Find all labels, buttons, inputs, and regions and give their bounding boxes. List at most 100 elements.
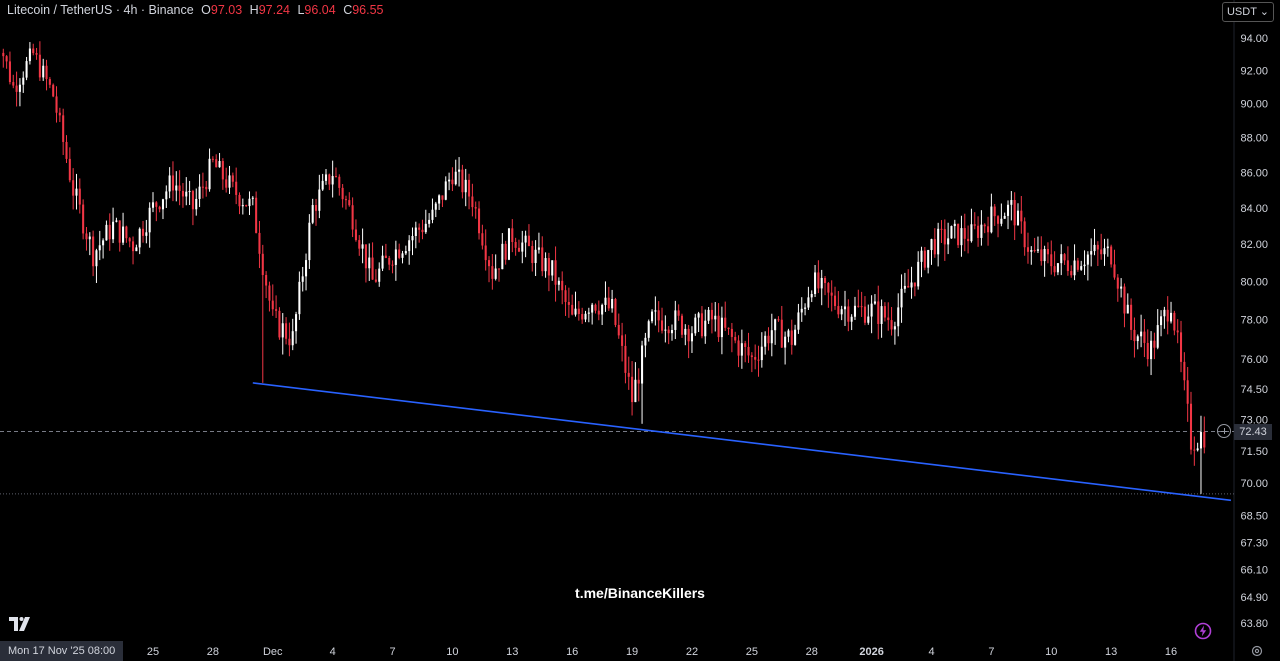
candle-body: [1050, 254, 1053, 267]
candle-body: [504, 243, 507, 260]
time-axis-label: 4: [330, 646, 336, 658]
candle-body: [747, 346, 750, 356]
time-axis-label: 13: [506, 646, 518, 658]
candle-body: [937, 228, 940, 255]
candle-body: [1110, 246, 1113, 265]
candle-body: [218, 161, 221, 168]
candle-body: [1103, 248, 1106, 255]
open-value: 97.03: [210, 3, 243, 17]
candle-body: [953, 223, 956, 227]
candle-body: [8, 61, 11, 83]
candle-body: [1093, 244, 1096, 252]
candle-body: [1153, 340, 1156, 348]
candle-body: [983, 224, 986, 227]
candle-body: [245, 205, 248, 207]
candle-body: [65, 141, 68, 159]
candle-body: [155, 202, 158, 207]
candle-body: [604, 297, 607, 305]
settings-icon[interactable]: [1251, 645, 1263, 657]
candle-body: [1183, 361, 1186, 381]
candle-body: [651, 311, 654, 322]
candle-body: [531, 246, 534, 264]
candle-body: [511, 228, 514, 243]
candle-body: [847, 306, 850, 322]
candle-body: [461, 169, 464, 193]
candle-body: [414, 227, 417, 237]
candle-body: [760, 346, 763, 361]
candle-body: [1063, 254, 1066, 261]
candle-body: [517, 247, 520, 252]
candle-body: [408, 240, 411, 252]
candle-body: [987, 226, 990, 233]
candle-body: [880, 306, 883, 324]
candle-body: [1196, 448, 1199, 451]
candle-body: [35, 53, 38, 55]
candle-body: [85, 233, 88, 240]
price-axis-label: 78.00: [1240, 315, 1268, 327]
candle-body: [441, 195, 444, 200]
candle-body: [754, 357, 757, 360]
candle-body: [790, 330, 793, 345]
candle-body: [22, 77, 25, 85]
candle-body: [175, 185, 178, 191]
candle-body: [5, 56, 8, 62]
candle-body: [1173, 312, 1176, 331]
candle-body: [324, 174, 328, 181]
candle-body: [947, 238, 950, 245]
candle-body: [1136, 336, 1139, 342]
candle-body: [697, 313, 700, 318]
candle-body: [960, 228, 963, 246]
candle-body: [231, 175, 234, 182]
candle-body: [637, 379, 640, 384]
candle-body: [95, 250, 98, 267]
candle-body: [621, 335, 624, 346]
time-axis-label: 16: [566, 646, 578, 658]
symbol-header: Litecoin / TetherUS · 4h · Binance O97.0…: [7, 3, 384, 17]
candle-body: [684, 328, 687, 335]
candle-body: [1199, 432, 1203, 449]
candle-body: [1083, 264, 1086, 267]
watermark-text: t.me/BinanceKillers: [575, 585, 705, 601]
currency-dropdown-button[interactable]: USDT ⌄: [1221, 2, 1274, 22]
candle-body: [195, 198, 198, 210]
candle-body: [448, 179, 451, 182]
plus-circle-icon[interactable]: [1217, 424, 1231, 438]
candle-body: [853, 305, 857, 317]
candle-body: [151, 202, 155, 208]
candle-body: [963, 228, 966, 239]
candle-body: [268, 285, 271, 301]
candle-body: [255, 197, 258, 233]
price-axis-label: 92.00: [1240, 65, 1268, 77]
candle-body: [25, 61, 28, 78]
candle-body: [1100, 249, 1103, 255]
time-axis-label: 25: [746, 646, 758, 658]
candle-body: [770, 330, 773, 344]
candle-body: [265, 275, 268, 286]
candle-body: [78, 188, 81, 205]
candle-body: [451, 179, 454, 185]
candle-body: [820, 277, 823, 289]
tradingview-logo-icon[interactable]: [8, 614, 34, 634]
close-label: C: [343, 3, 353, 17]
time-axis-label: 4: [928, 646, 934, 658]
candle-body: [1179, 332, 1183, 362]
time-axis-label: 19: [626, 646, 638, 658]
lightning-icon[interactable]: [1194, 622, 1212, 640]
candle-body: [720, 317, 723, 338]
candle-body: [1150, 340, 1153, 360]
candle-body: [704, 320, 707, 337]
candle-body: [910, 282, 913, 288]
candle-body: [680, 315, 684, 335]
candle-body: [551, 260, 554, 276]
candle-body: [903, 285, 906, 289]
candle-body: [148, 207, 151, 233]
price-axis-label: 86.00: [1240, 167, 1268, 179]
candle-body: [132, 241, 135, 252]
candle-body: [827, 283, 830, 293]
candle-body: [358, 240, 361, 249]
candle-body: [647, 321, 650, 338]
candle-body: [314, 205, 318, 211]
candle-body: [654, 310, 657, 312]
candle-body: [824, 277, 827, 284]
